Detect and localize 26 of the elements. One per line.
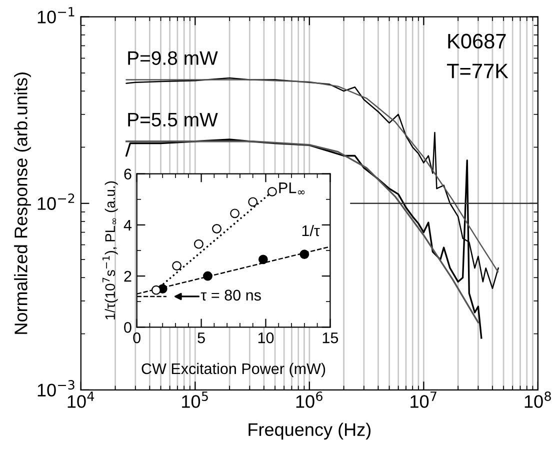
x-tick-label: 10 [258, 332, 274, 344]
x-tick-label: 5 [198, 332, 205, 344]
annotation: PL$_{∞}$ [279, 182, 305, 194]
y-tick-label: 0 [124, 322, 132, 333]
x-tick-label: 0 [133, 332, 140, 344]
x-tick-label: 10$^{7}$ [410, 392, 436, 408]
annotation: 1/τ [302, 224, 320, 236]
annotation: P=5.5 mW [128, 112, 218, 127]
x-tick-label: 10$^{6}$ [296, 391, 322, 408]
x-axis-title: CW Excitation Power (mW) [142, 362, 326, 378]
y-axis-title: Normalized Response (arb.units) [14, 72, 31, 334]
y-tick-label: 2 [124, 270, 132, 282]
y-axis-title: 1/τ(10$^{7}$s$^{−1}$), PL$_{∞}$ (a.u.) [102, 181, 118, 320]
annotation: P=9.8 mW [128, 51, 218, 65]
x-tick-label: 10$^{5}$ [182, 392, 208, 408]
annotation: τ = 80 ns [200, 290, 261, 301]
x-tick-label: 10$^{8}$ [524, 391, 551, 408]
annotation: K0687 [448, 34, 506, 49]
y-tick-label: 10$^{−2}$ [38, 193, 74, 210]
y-tick-label: 4 [124, 220, 132, 230]
x-axis-title: Frequency (Hz) [248, 422, 370, 440]
y-tick-label: 6 [124, 168, 132, 180]
x-tick-label: 10$^{4}$ [68, 392, 94, 408]
annotation: T=77K [446, 64, 508, 78]
y-tick-label: 10$^{−1}$ [38, 7, 74, 24]
x-tick-label: 15 [322, 332, 338, 344]
